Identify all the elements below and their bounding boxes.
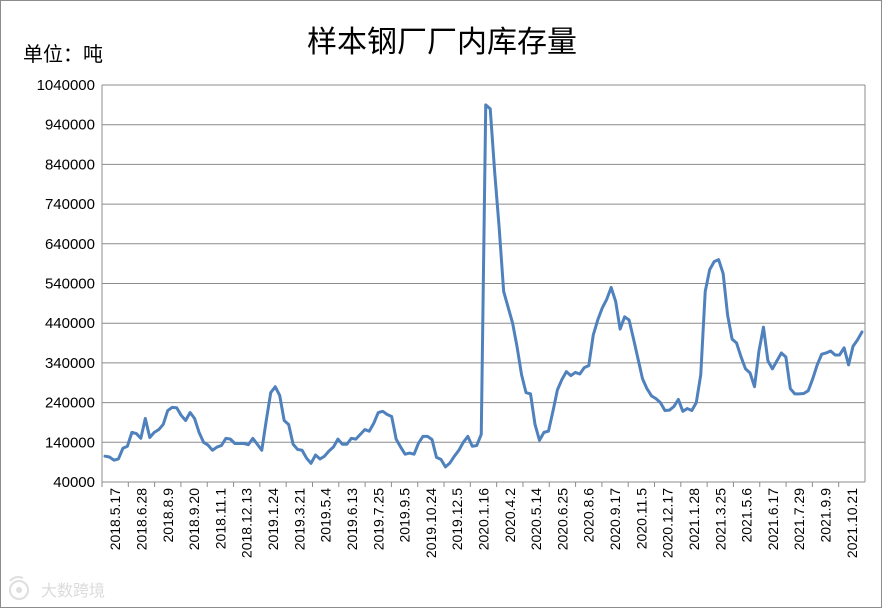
x-tick-label: 2021.6.17 [765, 488, 781, 550]
x-tick-label: 2018.8.9 [160, 488, 176, 543]
x-tick-label: 2019.6.13 [344, 488, 360, 550]
y-tick-label: 740000 [45, 196, 95, 213]
inventory-series-line [103, 103, 864, 469]
x-tick-label: 2018.11.1 [212, 488, 228, 549]
unit-label: 单位：吨 [23, 42, 103, 66]
x-tick-label: 2018.12.13 [239, 488, 255, 558]
x-tick-label: 2019.1.24 [265, 488, 281, 550]
x-tick-label: 2020.1.16 [476, 488, 492, 550]
x-tick-label: 2019.10.24 [423, 488, 439, 558]
x-tick-label: 2021.10.21 [844, 488, 860, 558]
y-tick-label: 440000 [45, 315, 95, 332]
x-tick-label: 2018.9.20 [186, 488, 202, 550]
x-tick-label: 2019.5.4 [318, 488, 334, 543]
y-tick-label: 1040000 [37, 77, 95, 94]
x-tick-label: 2021.9.9 [818, 488, 834, 543]
x-tick-label: 2020.8.6 [581, 488, 597, 543]
y-tick-label: 940000 [45, 117, 95, 134]
y-tick-label: 140000 [45, 434, 95, 451]
watermark-text: 大数跨境 [41, 581, 105, 600]
x-tick-label: 2020.4.2 [502, 488, 518, 543]
y-tick-label: 240000 [45, 395, 95, 412]
x-tick-label: 2020.11.5 [633, 488, 649, 549]
x-tick-label: 2020.6.25 [554, 488, 570, 550]
x-tick-label: 2020.5.14 [528, 488, 544, 550]
x-tick-label: 2019.12.5 [449, 488, 465, 550]
x-tick-label: 2019.3.21 [291, 488, 307, 550]
x-tick-label: 2021.5.6 [739, 488, 755, 543]
y-tick-label: 540000 [45, 276, 95, 293]
x-tick-label: 2021.1.28 [686, 488, 702, 550]
x-tick-label: 2020.9.17 [607, 488, 623, 550]
y-tick-label: 40000 [53, 474, 95, 491]
x-tick-label: 2018.5.17 [107, 488, 123, 550]
x-tick-label: 2021.3.25 [712, 488, 728, 550]
x-axis-ticks: 2018.5.17 2018.6.28 2018.8.9 2018.9.20 2018.… [101, 482, 860, 558]
watermark: 大数跨境 [9, 576, 105, 600]
y-tick-label: 840000 [45, 156, 95, 173]
x-tick-label: 2021.7.29 [791, 488, 807, 550]
x-tick-label: 2018.6.28 [133, 488, 149, 550]
x-tick-label: 2019.7.25 [370, 488, 386, 550]
y-tick-label: 640000 [45, 236, 95, 253]
eye-logo-icon [9, 576, 29, 600]
y-axis-ticks: 1040000 940000 840000 740000 640000 540000 440… [37, 77, 95, 491]
chart-title: 样本钢厂厂内库存量 [307, 25, 577, 60]
x-tick-label: 2019.9.5 [397, 488, 413, 543]
series-layer [103, 103, 864, 469]
x-tick-label: 2020.12.17 [660, 488, 676, 558]
y-tick-label: 340000 [45, 355, 95, 372]
